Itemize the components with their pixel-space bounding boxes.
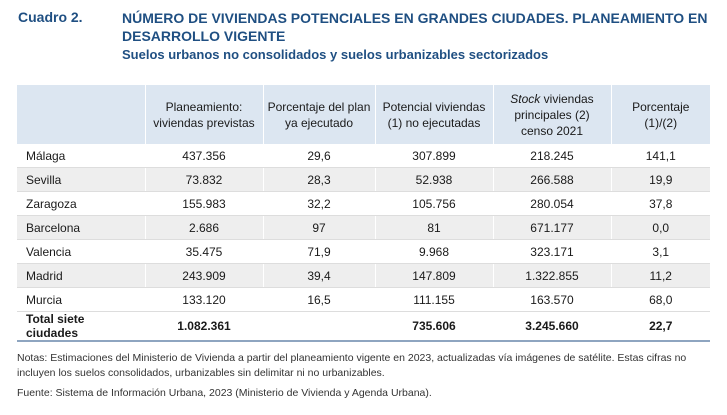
table-header-row: Planeamiento: viviendas previstas Porcen…	[17, 85, 710, 144]
table-row: Málaga 437.356 29,6 307.899 218.245 141,1	[17, 144, 710, 168]
cell-stock: 163.570	[492, 287, 611, 312]
notes: Notas: Estimaciones del Ministerio de Vi…	[17, 352, 687, 379]
cell-city: Valencia	[17, 239, 145, 264]
cell-city: Murcia	[17, 287, 145, 312]
cell-city: Málaga	[17, 144, 145, 168]
total-cell-planned: 1.082.361	[144, 311, 263, 342]
table-subtitle: Suelos urbanos no consolidados y suelos …	[122, 47, 549, 62]
total-cell-ratio: 22,7	[610, 311, 710, 342]
cell-ratio: 0,0	[610, 215, 710, 240]
cell-ratio: 19,9	[610, 167, 710, 192]
column-header-planned: Planeamiento: viviendas previstas	[144, 85, 263, 144]
cell-potential: 81	[374, 215, 493, 240]
table-number: Cuadro 2.	[18, 9, 83, 25]
table-row: Barcelona 2.686 97 81 671.177 0,0	[17, 215, 710, 240]
column-header-stock-rest: viviendas principales (2) censo 2021	[514, 91, 594, 138]
cell-planned: 437.356	[144, 144, 263, 168]
cell-city: Barcelona	[17, 215, 145, 240]
column-header-potential: Potencial viviendas (1) no ejecutadas	[374, 85, 493, 144]
cell-potential: 9.968	[374, 239, 493, 264]
source: Fuente: Sistema de Información Urbana, 2…	[17, 387, 432, 399]
cell-executed-pct: 16,5	[262, 287, 375, 312]
total-row: Total siete ciudades 1.082.361 735.606 3.24…	[17, 311, 710, 342]
cell-potential: 105.756	[374, 191, 493, 216]
cell-potential: 307.899	[374, 144, 493, 168]
cell-city: Zaragoza	[17, 191, 145, 216]
table-body: Málaga 437.356 29,6 307.899 218.245 141,1 Sevi…	[17, 144, 710, 342]
cell-ratio: 141,1	[610, 144, 710, 168]
cell-ratio: 11,2	[610, 263, 710, 288]
cell-potential: 111.155	[374, 287, 493, 312]
cell-planned: 155.983	[144, 191, 263, 216]
cell-planned: 133.120	[144, 287, 263, 312]
total-cell-city: Total siete ciudades	[17, 311, 145, 342]
cell-planned: 73.832	[144, 167, 263, 192]
cell-planned: 243.909	[144, 263, 263, 288]
table-row: Valencia 35.475 71,9 9.968 323.171 3,1	[17, 239, 710, 264]
cell-stock: 280.054	[492, 191, 611, 216]
cell-stock: 266.588	[492, 167, 611, 192]
cell-planned: 35.475	[144, 239, 263, 264]
cell-ratio: 3,1	[610, 239, 710, 264]
column-header-stock-italic: Stock	[510, 91, 541, 106]
title-block: NÚMERO DE VIVIENDAS POTENCIALES EN GRAND…	[122, 9, 718, 64]
column-header-executed-pct: Porcentaje del plan ya ejecutado	[262, 85, 375, 144]
cell-executed-pct: 32,2	[262, 191, 375, 216]
table-row: Sevilla 73.832 28,3 52.938 266.588 19,9	[17, 167, 710, 192]
table-row: Zaragoza 155.983 32,2 105.756 280.054 37,8	[17, 191, 710, 216]
column-header-ratio: Porcentaje (1)/(2)	[610, 85, 710, 144]
cell-stock: 323.171	[492, 239, 611, 264]
cell-executed-pct: 71,9	[262, 239, 375, 264]
cell-executed-pct: 97	[262, 215, 375, 240]
table-row: Murcia 133.120 16,5 111.155 163.570 68,0	[17, 287, 710, 312]
data-table: Planeamiento: viviendas previstas Porcen…	[17, 85, 710, 342]
table-title: NÚMERO DE VIVIENDAS POTENCIALES EN GRAND…	[122, 10, 708, 44]
total-cell-executed-pct	[262, 311, 375, 342]
cell-executed-pct: 28,3	[262, 167, 375, 192]
cell-ratio: 68,0	[610, 287, 710, 312]
total-cell-stock: 3.245.660	[492, 311, 611, 342]
data-table-container: Planeamiento: viviendas previstas Porcen…	[17, 85, 710, 342]
cell-ratio: 37,8	[610, 191, 710, 216]
cell-stock: 1.322.855	[492, 263, 611, 288]
cell-city: Sevilla	[17, 167, 145, 192]
column-header-stock: Stock viviendas principales (2) censo 20…	[492, 85, 611, 144]
cell-executed-pct: 39,4	[262, 263, 375, 288]
cell-executed-pct: 29,6	[262, 144, 375, 168]
cell-stock: 218.245	[492, 144, 611, 168]
cell-potential: 52.938	[374, 167, 493, 192]
cell-planned: 2.686	[144, 215, 263, 240]
cell-city: Madrid	[17, 263, 145, 288]
column-header-city	[17, 85, 145, 144]
cell-potential: 147.809	[374, 263, 493, 288]
table-row: Madrid 243.909 39,4 147.809 1.322.855 11,2	[17, 263, 710, 288]
cell-stock: 671.177	[492, 215, 611, 240]
total-cell-potential: 735.606	[374, 311, 493, 342]
